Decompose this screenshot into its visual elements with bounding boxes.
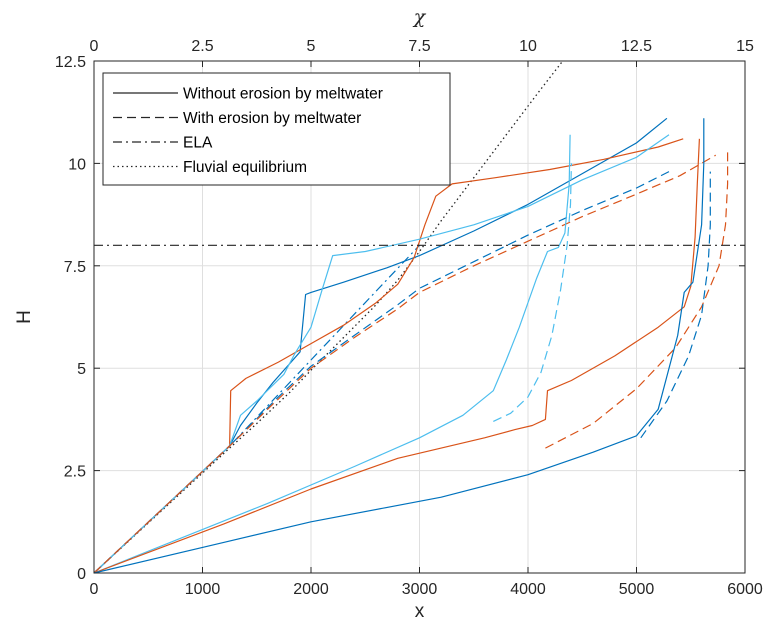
series-line-12 [640,171,711,439]
y-tick-label: 7.5 [64,259,86,276]
x-tick-label: 2000 [293,581,329,598]
x-tick-label: 3000 [402,581,438,598]
y-tick-label: 0 [77,566,86,583]
legend-label: ELA [183,135,213,152]
top-axis-label: χ [412,6,427,28]
series-line-5 [93,171,670,574]
series-line-2 [93,117,668,574]
top-tick-label: 15 [736,38,754,55]
series-line-4 [93,134,670,574]
x-axis-label: x [415,601,425,622]
top-tick-label: 12.5 [621,38,652,55]
top-tick-label: 5 [307,38,316,55]
y-axis-label: H [14,310,35,324]
series-line-8 [493,163,572,422]
y-tick-label: 5 [77,361,86,378]
y-tick-label: 2.5 [64,464,86,481]
top-tick-label: 2.5 [191,38,213,55]
series-line-11 [93,118,705,574]
ticks: 0 1000 2000 3000 4000 5000 6000 0 2.5 5 7.5 10 12.5 1… [55,38,763,598]
series-line-3 [93,138,684,574]
x-tick-label: 5000 [619,581,655,598]
series-line-9 [93,138,700,574]
series-line-1 [93,60,564,574]
series-line-7 [93,134,571,574]
legend-box [102,72,451,186]
series-line-6 [93,154,716,574]
legend-label: Without erosion by meltwater [183,86,383,103]
top-tick-label: 0 [90,38,99,55]
legend-label: With erosion by meltwater [183,110,361,127]
series-group [93,60,745,574]
legend: Without erosion by meltwater With erosion… [102,72,451,186]
legend-label: Fluvial equilibrium [183,159,307,176]
x-tick-label: 1000 [185,581,221,598]
series-line-10 [545,151,729,449]
y-tick-label: 12.5 [55,54,86,71]
x-tick-label: 0 [90,581,99,598]
top-tick-label: 10 [519,38,537,55]
x-tick-label: 4000 [510,581,546,598]
y-tick-label: 10 [68,156,86,173]
x-tick-label: 6000 [727,581,763,598]
top-tick-label: 7.5 [408,38,430,55]
